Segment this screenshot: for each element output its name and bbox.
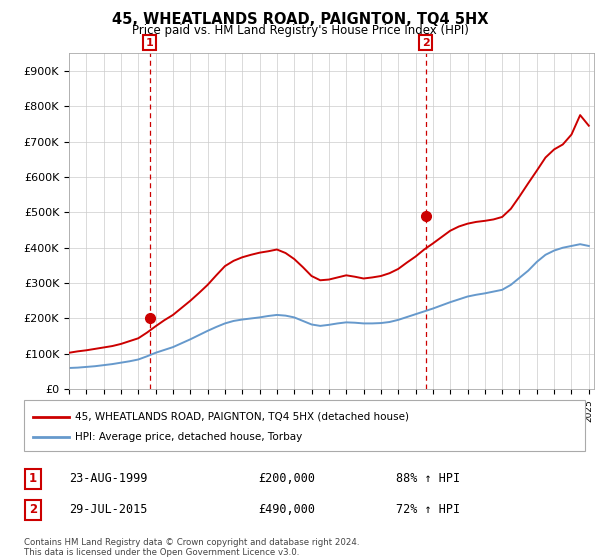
Text: Contains HM Land Registry data © Crown copyright and database right 2024.
This d: Contains HM Land Registry data © Crown c…	[24, 538, 359, 557]
Text: 45, WHEATLANDS ROAD, PAIGNTON, TQ4 5HX: 45, WHEATLANDS ROAD, PAIGNTON, TQ4 5HX	[112, 12, 488, 27]
Text: £200,000: £200,000	[258, 472, 315, 486]
Text: 1: 1	[29, 472, 37, 486]
Text: 2: 2	[422, 38, 430, 48]
Text: 88% ↑ HPI: 88% ↑ HPI	[396, 472, 460, 486]
Text: 2: 2	[29, 503, 37, 516]
Text: 1: 1	[146, 38, 154, 48]
Text: £490,000: £490,000	[258, 503, 315, 516]
Text: Price paid vs. HM Land Registry's House Price Index (HPI): Price paid vs. HM Land Registry's House …	[131, 24, 469, 36]
Text: 29-JUL-2015: 29-JUL-2015	[69, 503, 148, 516]
Text: 23-AUG-1999: 23-AUG-1999	[69, 472, 148, 486]
Text: HPI: Average price, detached house, Torbay: HPI: Average price, detached house, Torb…	[75, 432, 302, 442]
Text: 72% ↑ HPI: 72% ↑ HPI	[396, 503, 460, 516]
Text: 45, WHEATLANDS ROAD, PAIGNTON, TQ4 5HX (detached house): 45, WHEATLANDS ROAD, PAIGNTON, TQ4 5HX (…	[75, 412, 409, 422]
